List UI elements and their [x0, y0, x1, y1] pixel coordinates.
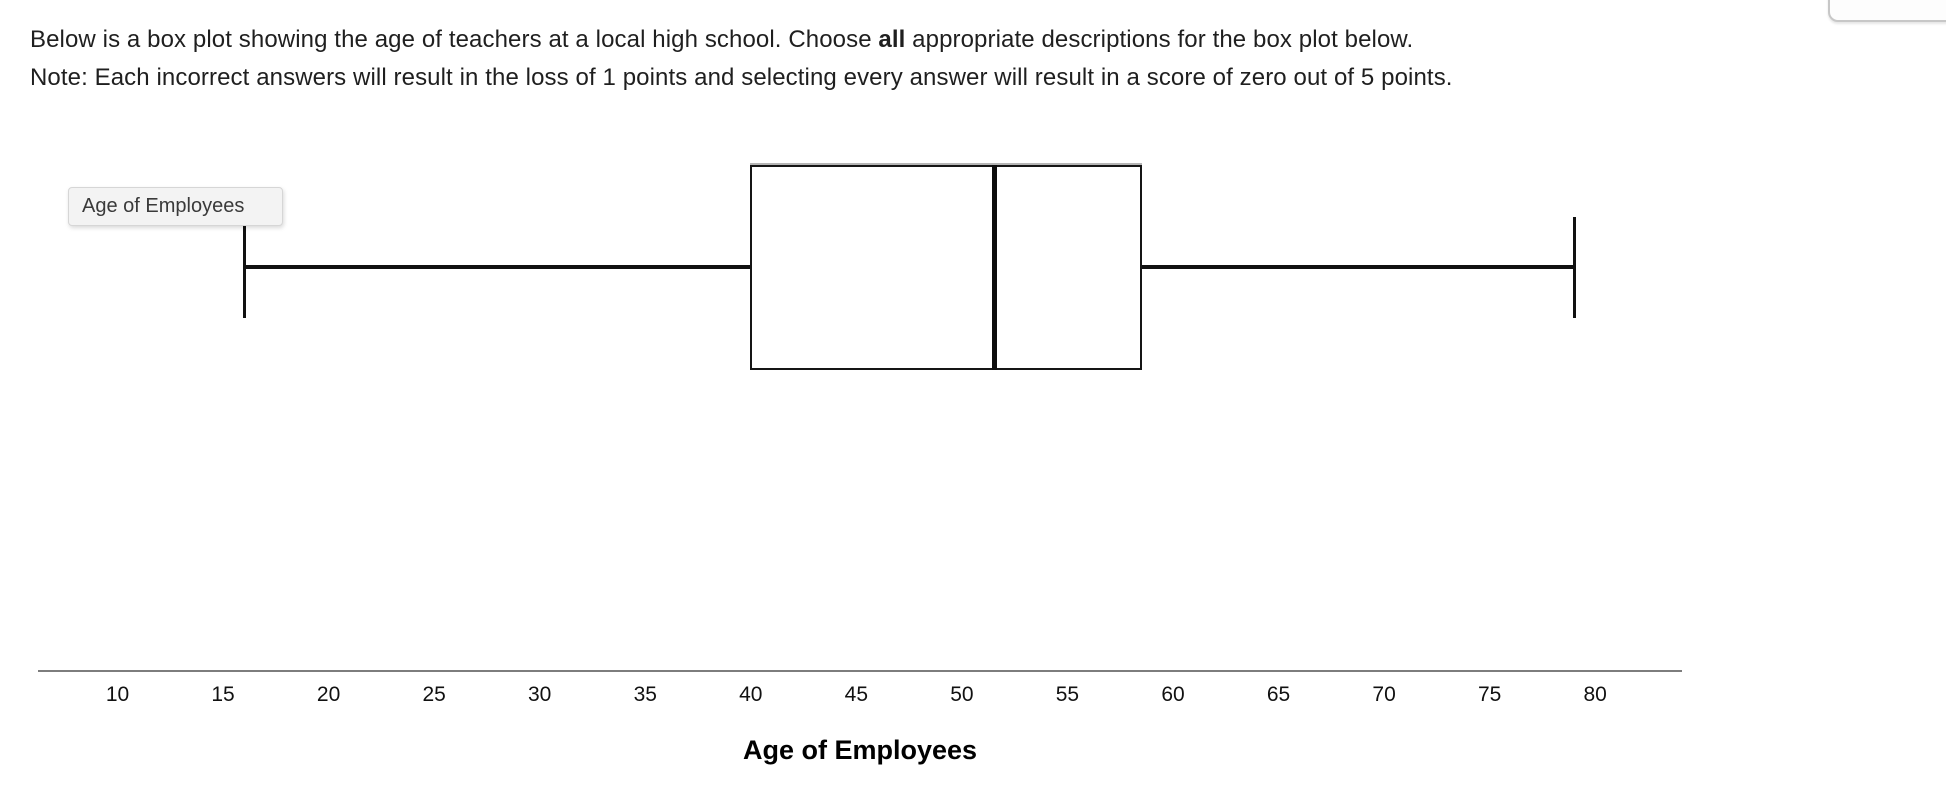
x-axis-line	[38, 670, 1682, 672]
whisker-right-cap	[1573, 217, 1577, 318]
iqr-box	[749, 165, 1143, 370]
axis-tick-label: 50	[950, 683, 974, 706]
axis-tick-label: 35	[633, 683, 657, 706]
question-line1-suffix: appropriate descriptions for the box plo…	[905, 26, 1414, 53]
axis-tick-label: 80	[1583, 683, 1607, 706]
axis-tick-label: 45	[844, 683, 869, 706]
axis-tick-label: 30	[528, 683, 552, 706]
median-line	[991, 165, 997, 370]
axis-tick-label: 25	[422, 683, 446, 706]
question-line1-prefix: Below is a box plot showing the age of t…	[30, 26, 879, 53]
question-line-1: Below is a box plot showing the age of t…	[30, 21, 1453, 59]
whisker-right-line	[1141, 265, 1575, 269]
question-text: Below is a box plot showing the age of t…	[30, 21, 1453, 97]
axis-tick-label: 75	[1477, 683, 1502, 706]
axis-tick-label: 15	[211, 683, 235, 706]
question-line1-bold: all	[878, 26, 906, 53]
series-label-tooltip: Age of Employees	[68, 187, 283, 226]
x-axis-title: Age of Employees	[742, 735, 978, 765]
axis-tick-label: 20	[316, 683, 341, 706]
axis-tick-label: 40	[739, 683, 763, 706]
axis-tick-label: 10	[105, 683, 130, 706]
axis-tick-label: 60	[1161, 683, 1185, 706]
axis-tick-label: 70	[1372, 683, 1396, 706]
axis-tick-label: 55	[1055, 683, 1080, 706]
clipped-corner-button[interactable]	[1828, 0, 1946, 22]
series-label-text: Age of Employees	[82, 195, 245, 217]
whisker-left-line	[244, 265, 751, 269]
question-line-2: Note: Each incorrect answers will result…	[30, 64, 1453, 91]
axis-tick-label: 65	[1266, 683, 1291, 706]
whisker-left-cap	[243, 217, 247, 318]
